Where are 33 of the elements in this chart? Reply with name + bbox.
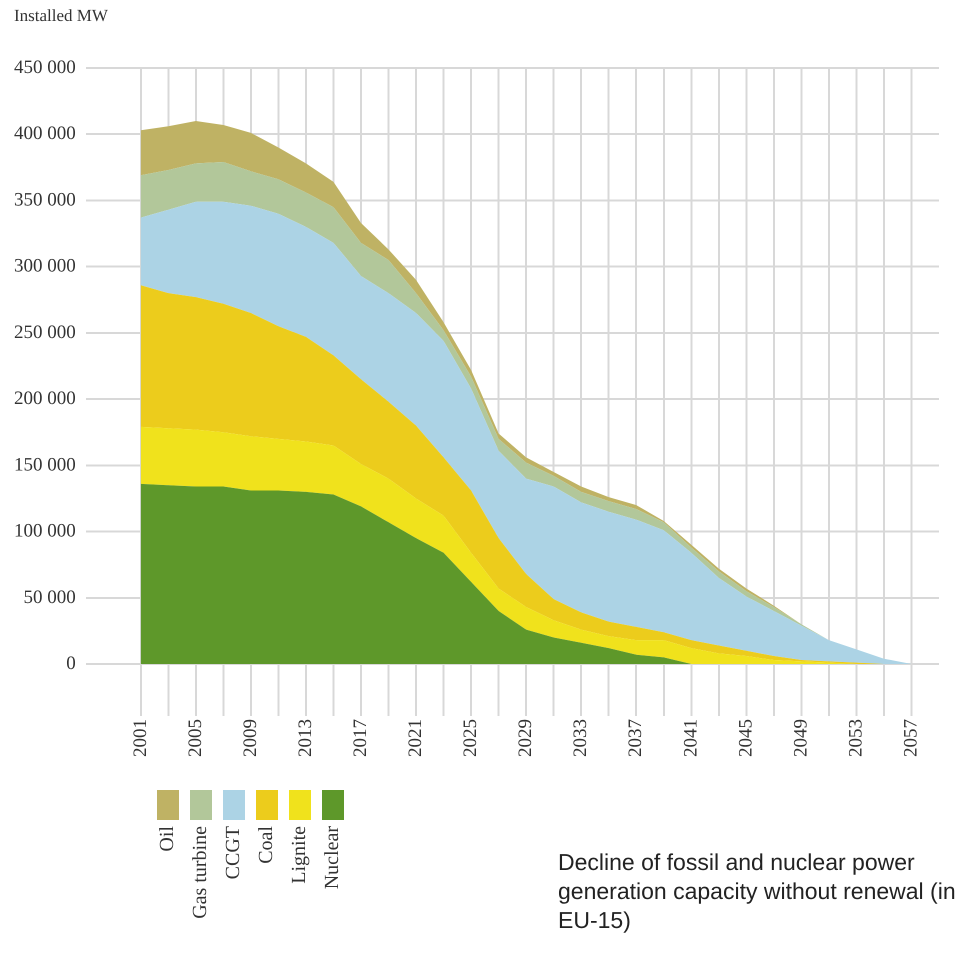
text: Decline of fossil and nuclear power generation capacity without renewal (in EU-15): [558, 848, 955, 935]
legend-label: Lignite: [288, 826, 311, 884]
y-tick-label: 400 000: [14, 123, 76, 144]
x-tick-label: 2045: [735, 719, 756, 757]
x-tick-label: 2021: [405, 719, 426, 757]
x-tick-label: 2025: [460, 719, 482, 757]
y-axis-title: Installed MW: [14, 6, 108, 26]
y-tick-label: 50 000: [24, 586, 76, 608]
y-tick-label: 100 000: [14, 520, 76, 542]
y-tick-label: 250 000: [14, 322, 76, 343]
y-tick-label: 200 000: [14, 388, 76, 410]
y-tick-label: 450 000: [14, 56, 76, 78]
x-tick-label: 2041: [680, 719, 702, 757]
x-tick-label: 2017: [350, 719, 371, 757]
y-tick-label: 150 000: [14, 454, 76, 476]
legend-label: Nuclear: [321, 826, 344, 890]
x-tick-label: 2029: [515, 719, 536, 757]
x-tick-label: 2009: [240, 719, 261, 757]
x-tick-label: 2057: [900, 719, 922, 757]
x-tick-label: 2001: [130, 719, 151, 757]
x-tick-label: 2005: [184, 719, 206, 757]
legend-label: Coal: [255, 826, 278, 864]
legend-label: Oil: [156, 826, 179, 852]
x-tick-label: 2013: [294, 719, 316, 757]
x-tick-label: 2053: [845, 719, 866, 757]
x-tick-label: 2037: [625, 719, 646, 757]
legend-label: CCGT: [222, 826, 245, 880]
y-tick-label: 350 000: [14, 189, 76, 210]
x-tick-label: 2049: [790, 719, 812, 757]
x-tick-label: 2033: [570, 719, 592, 757]
legend-label: Gas turbine: [189, 826, 212, 919]
y-tick-label: 0: [66, 652, 76, 674]
y-tick-label: 300 000: [14, 256, 76, 277]
